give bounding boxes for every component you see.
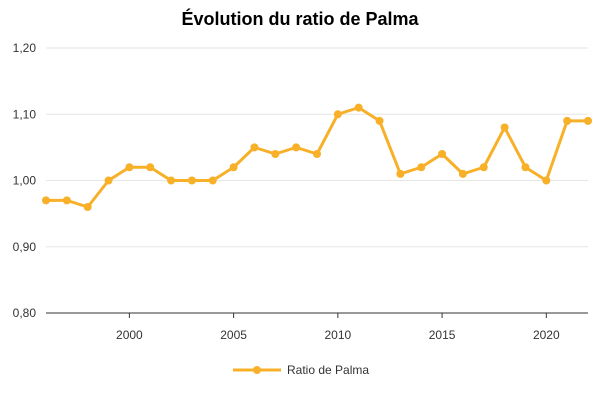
data-point[interactable] (125, 163, 134, 172)
data-point[interactable] (42, 196, 50, 205)
data-point[interactable] (396, 169, 405, 178)
data-point[interactable] (208, 176, 217, 185)
legend[interactable]: Ratio de Palma (233, 363, 369, 377)
y-axis-tick-labels: 0,80 0,90 1,00 1,10 1,20 (13, 41, 37, 320)
y-tick-label: 1,20 (13, 41, 37, 55)
series-layer (42, 103, 592, 211)
grid-lines (46, 47, 588, 248)
legend-label: Ratio de Palma (287, 363, 369, 377)
data-point[interactable] (354, 103, 363, 112)
data-point[interactable] (83, 203, 92, 211)
x-tick-label: 2000 (116, 328, 143, 342)
data-point[interactable] (584, 116, 592, 125)
data-point[interactable] (458, 169, 467, 178)
x-axis-tick-labels: 2000 2005 2010 2015 2020 (116, 313, 560, 342)
data-point[interactable] (333, 110, 342, 119)
data-point[interactable] (542, 176, 551, 185)
y-tick-label: 1,00 (13, 174, 37, 188)
y-tick-label: 0,90 (13, 240, 37, 254)
data-point[interactable] (229, 163, 238, 172)
data-point[interactable] (521, 163, 530, 172)
x-tick-label: 2015 (429, 328, 456, 342)
data-point[interactable] (313, 150, 321, 158)
data-point[interactable] (417, 163, 426, 172)
y-tick-label: 1,10 (13, 107, 37, 121)
data-point[interactable] (500, 123, 509, 132)
x-tick-label: 2020 (533, 328, 560, 342)
data-point[interactable] (146, 163, 155, 172)
x-tick-label: 2010 (324, 328, 351, 342)
data-point[interactable] (479, 163, 488, 172)
data-point[interactable] (187, 176, 196, 185)
data-point[interactable] (375, 116, 384, 125)
chart-title: Évolution du ratio de Palma (181, 8, 419, 29)
data-point[interactable] (563, 116, 572, 125)
legend-marker (253, 366, 261, 374)
data-point[interactable] (438, 150, 447, 158)
data-point[interactable] (250, 143, 259, 152)
data-point[interactable] (167, 176, 176, 185)
y-tick-label: 0,80 (13, 306, 37, 320)
data-point[interactable] (104, 176, 113, 185)
data-point[interactable] (271, 150, 280, 158)
data-point[interactable] (292, 143, 301, 152)
x-tick-label: 2005 (220, 328, 247, 342)
data-point[interactable] (62, 196, 71, 205)
